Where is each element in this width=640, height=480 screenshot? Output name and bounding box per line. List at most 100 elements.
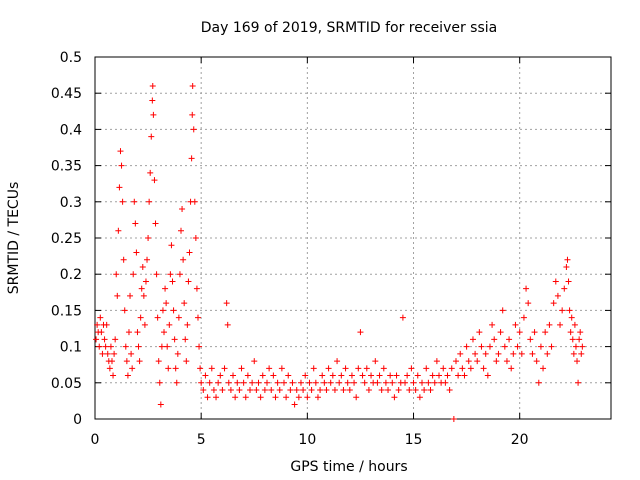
data-point <box>329 372 336 379</box>
data-point <box>348 372 355 379</box>
y-tick-label: 0.1 <box>60 340 82 356</box>
data-point <box>412 387 419 394</box>
data-point <box>465 358 472 365</box>
data-point <box>128 350 135 357</box>
data-point <box>314 394 321 401</box>
data-point <box>334 358 341 365</box>
data-point <box>474 358 481 365</box>
data-point <box>261 387 268 394</box>
data-point <box>278 365 285 372</box>
data-point <box>264 379 270 386</box>
data-point <box>566 307 573 314</box>
data-point <box>174 350 181 357</box>
data-point <box>225 379 232 386</box>
data-point <box>208 365 215 372</box>
data-point <box>148 133 155 140</box>
data-point <box>542 329 549 336</box>
data-point <box>336 379 343 386</box>
data-point <box>393 372 400 379</box>
data-point <box>196 343 203 350</box>
data-point <box>116 184 123 191</box>
data-point <box>452 358 459 365</box>
data-point <box>98 329 105 336</box>
y-tick-label: 0.45 <box>51 86 82 102</box>
data-point <box>546 321 553 328</box>
chart-title: Day 169 of 2019, SRMTID for receiver ssi… <box>201 20 497 36</box>
data-point <box>476 329 483 336</box>
data-point <box>140 292 147 299</box>
data-point <box>107 343 114 350</box>
data-point <box>469 336 476 343</box>
data-point <box>213 394 220 401</box>
data-point <box>559 307 566 314</box>
data-point <box>189 111 196 118</box>
data-point <box>404 372 411 379</box>
y-tick-label: 0.2 <box>60 267 82 283</box>
x-tick-label: 10 <box>298 432 316 448</box>
data-point <box>287 387 294 394</box>
data-point <box>455 372 462 379</box>
data-point <box>293 387 300 394</box>
data-point <box>182 336 189 343</box>
data-point <box>133 249 140 256</box>
data-point <box>499 307 506 314</box>
data-point <box>402 379 409 386</box>
data-point <box>312 379 319 386</box>
data-point <box>185 278 192 285</box>
data-point <box>385 387 392 394</box>
data-point <box>574 358 581 365</box>
data-point <box>548 343 555 350</box>
data-point <box>361 379 368 386</box>
data-point <box>387 372 394 379</box>
data-point <box>357 329 364 336</box>
data-point <box>297 379 304 386</box>
y-tick-label: 0.3 <box>60 195 82 211</box>
data-point <box>146 198 153 205</box>
data-point <box>565 278 572 285</box>
data-point <box>168 242 175 249</box>
data-point <box>572 343 579 350</box>
data-point <box>289 379 296 386</box>
data-point <box>215 379 222 386</box>
data-point <box>564 256 571 263</box>
data-point <box>255 379 262 386</box>
data-point <box>104 350 111 357</box>
data-point <box>338 372 345 379</box>
data-point <box>368 372 375 379</box>
data-point <box>123 358 130 365</box>
data-point <box>510 350 517 357</box>
data-point <box>134 329 141 336</box>
data-point <box>180 256 187 263</box>
data-point <box>274 379 281 386</box>
data-point <box>571 321 578 328</box>
data-point <box>531 329 538 336</box>
data-point <box>93 336 100 343</box>
data-point <box>569 336 576 343</box>
data-point <box>276 387 283 394</box>
data-point <box>110 372 117 379</box>
data-point <box>162 285 169 292</box>
data-point <box>514 343 521 350</box>
data-point <box>96 343 103 350</box>
data-point <box>184 321 191 328</box>
data-point <box>270 372 277 379</box>
y-tick-label: 0.5 <box>60 50 82 66</box>
y-tick-label: 0.35 <box>51 159 82 175</box>
data-point <box>450 416 457 422</box>
data-point <box>113 271 120 278</box>
data-point <box>508 365 515 372</box>
data-points <box>93 82 586 422</box>
data-point <box>557 321 564 328</box>
data-point <box>518 350 525 357</box>
x-tick-label: 0 <box>91 432 100 448</box>
data-point <box>280 379 287 386</box>
data-point <box>568 314 575 321</box>
data-point <box>306 379 313 386</box>
data-point <box>119 198 126 205</box>
data-point <box>125 329 132 336</box>
data-point <box>194 314 201 321</box>
data-point <box>253 387 260 394</box>
data-point <box>457 350 464 357</box>
data-point <box>227 387 234 394</box>
data-point <box>221 365 228 372</box>
